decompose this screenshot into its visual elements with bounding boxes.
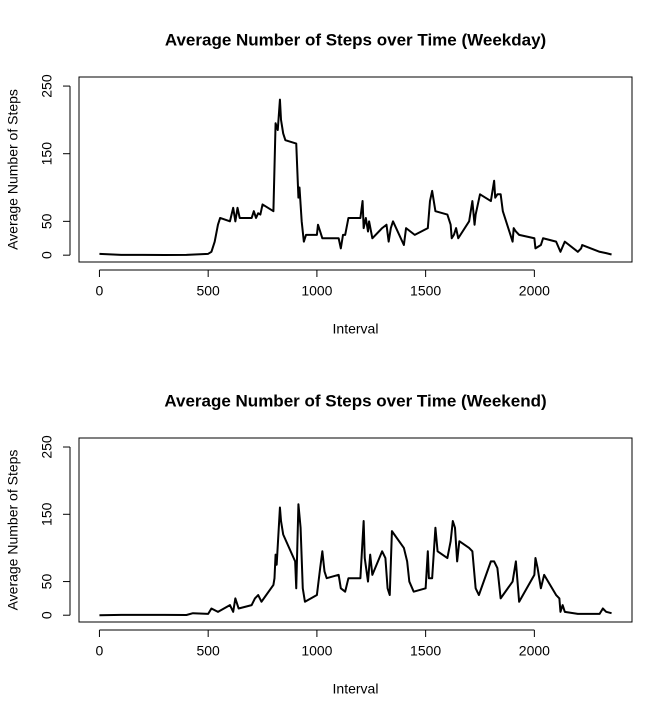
y-tick-label: 0: [39, 611, 55, 619]
y-tick-label: 250: [39, 74, 55, 98]
x-tick-label: 2000: [519, 643, 550, 659]
y-tick-label: 150: [39, 142, 55, 166]
x-tick-label: 0: [96, 283, 104, 299]
y-axis-label: Average Number of Steps: [5, 89, 21, 250]
x-tick-label: 0: [96, 643, 104, 659]
x-tick-label: 1500: [410, 643, 441, 659]
plot-box: [78, 76, 633, 263]
x-tick-label: 500: [196, 643, 220, 659]
plot-box: [78, 437, 633, 623]
y-tick-label: 50: [39, 574, 55, 590]
chart-title: Average Number of Steps over Time (Weekd…: [165, 30, 546, 49]
y-tick-label: 250: [39, 435, 55, 459]
x-tick-label: 1000: [301, 643, 332, 659]
data-line: [99, 98, 612, 256]
x-axis-label: Interval: [333, 681, 379, 697]
y-tick-label: 50: [39, 213, 55, 229]
y-tick-label: 0: [39, 251, 55, 259]
x-tick-label: 1000: [301, 283, 332, 299]
x-tick-label: 2000: [519, 283, 550, 299]
y-axis-label: Average Number of Steps: [5, 450, 21, 611]
data-line: [99, 503, 612, 617]
x-axis-label: Interval: [333, 321, 379, 337]
chart-title: Average Number of Steps over Time (Weeke…: [164, 391, 546, 410]
x-tick-label: 500: [196, 283, 220, 299]
y-tick-label: 150: [39, 502, 55, 526]
x-tick-label: 1500: [410, 283, 441, 299]
